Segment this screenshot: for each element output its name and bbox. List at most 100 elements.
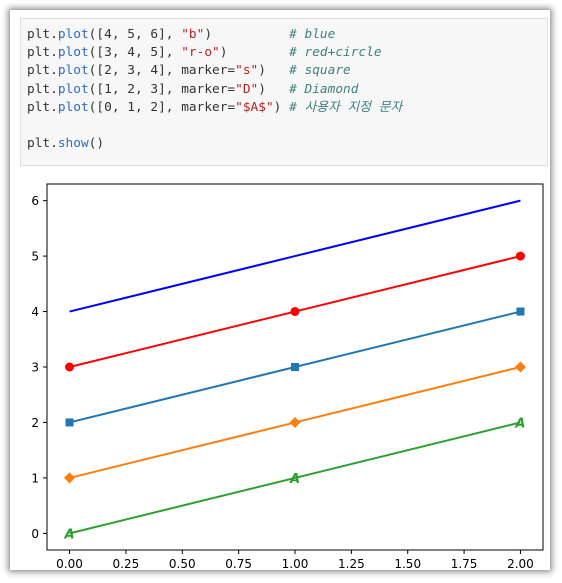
code-token: 4 [150, 63, 159, 79]
y-tick-label: 5 [31, 250, 39, 264]
y-tick-label: 3 [31, 361, 39, 375]
series-line [69, 421, 521, 535]
code-token: plt [27, 81, 51, 97]
code-token: 3 [127, 63, 135, 79]
code-token: 0 [104, 99, 112, 115]
code-token: ) [204, 27, 290, 42]
code-line [27, 117, 402, 135]
code-token: , [134, 27, 151, 42]
letter-a-marker: A [64, 527, 75, 542]
letter-a-marker: A [514, 416, 525, 431]
diamond-marker [64, 472, 76, 484]
x-tick-label: 1.25 [338, 557, 365, 570]
code-token: , [111, 27, 128, 42]
code-token: plot [57, 63, 89, 79]
code-token: 1 [127, 99, 135, 115]
code-token: . [50, 136, 58, 152]
code-line: plt.show() [27, 135, 402, 153]
code-token: plt [27, 27, 51, 42]
notebook-window: plt.plot([4, 5, 6], "b") # blue plt.plot(… [10, 10, 550, 571]
series-line [69, 199, 521, 313]
code-token: ([ [88, 81, 105, 97]
code-token: ) [258, 63, 290, 79]
code-token: plt [27, 45, 51, 61]
code-token: , [111, 45, 128, 61]
code-line: plt.plot([0, 1, 2], marker="$A$") # 사용자 … [27, 99, 402, 117]
diamond-marker [514, 361, 526, 373]
x-tick-label: 0.25 [113, 557, 140, 570]
code-token: plt [27, 63, 51, 79]
code-token: ) [258, 81, 290, 97]
square-marker [516, 307, 525, 316]
code-token: , [134, 99, 151, 115]
code-token: ], marker= [158, 99, 236, 115]
code-token: ([ [88, 99, 105, 115]
code-token: ([ [88, 27, 105, 42]
code-token: plt [27, 136, 51, 152]
code-editor[interactable]: plt.plot([4, 5, 6], "b") # blue plt.plot(… [27, 26, 402, 153]
code-token: "D" [235, 81, 259, 97]
y-tick-label: 0 [31, 527, 39, 541]
code-line: plt.plot([4, 5, 6], "b") # blue [27, 26, 402, 44]
code-token: "b" [181, 27, 205, 42]
code-token: () [88, 136, 105, 152]
code-token: , [111, 63, 128, 79]
circle-marker [290, 307, 300, 317]
square-marker [65, 418, 74, 427]
x-tick-label: 1.00 [282, 557, 309, 570]
code-token: "$A$" [235, 99, 274, 115]
x-tick-label: 2.00 [507, 557, 534, 570]
code-token: , [134, 81, 151, 97]
code-token: 3 [104, 45, 112, 61]
code-token: . [50, 99, 58, 115]
code-token: ([ [88, 45, 105, 61]
code-token: 4 [127, 45, 135, 61]
plot-output: 0.00 0.25 0.50 0.75 1.00 1.25 1.50 1.75 2.00 0 1 2 3… [10, 170, 550, 571]
code-token: , [111, 99, 128, 115]
code-token: show [57, 136, 89, 152]
code-token: 2 [150, 99, 159, 115]
code-token: # blue [289, 27, 336, 42]
code-token: plot [57, 99, 89, 115]
code-token: 1 [104, 81, 112, 97]
code-token: , [134, 45, 151, 61]
code-token: # square [289, 63, 351, 79]
code-token: ], marker= [158, 81, 236, 97]
code-cell[interactable]: plt.plot([4, 5, 6], "b") # blue plt.plot(… [20, 18, 548, 166]
code-token: 6 [150, 27, 159, 42]
circle-marker [65, 362, 75, 372]
code-token: 2 [104, 63, 112, 79]
code-token: ([ [88, 63, 105, 79]
code-token: # Diamond [289, 81, 359, 97]
letter-a-marker: A [289, 472, 300, 487]
code-token: # red+circle [289, 45, 382, 61]
line-chart: 0.00 0.25 0.50 0.75 1.00 1.25 1.50 1.75 2.00 0 1 2 3… [31, 183, 544, 571]
code-token: ], marker= [158, 63, 236, 79]
x-tick-label: 1.75 [451, 557, 478, 570]
y-tick-label: 4 [31, 305, 39, 319]
diamond-marker [289, 416, 301, 428]
y-tick-label: 2 [31, 416, 39, 430]
code-token: ) [273, 99, 290, 115]
code-line: plt.plot([2, 3, 4], marker="s") # square [27, 62, 402, 80]
code-token: , [111, 81, 128, 97]
code-line: plt.plot([3, 4, 5], "r-o") # red+circle [27, 44, 402, 62]
code-token: . [50, 45, 58, 61]
code-token: , [134, 63, 151, 79]
code-token: ) [219, 45, 290, 61]
code-token: 2 [127, 81, 135, 97]
y-tick-label: 1 [31, 471, 39, 485]
code-line: plt.plot([1, 2, 3], marker="D") # Diamon… [27, 81, 402, 99]
code-token: ], [158, 45, 182, 61]
code-token: . [50, 81, 58, 97]
code-token: . [50, 63, 58, 79]
code-token: 4 [104, 27, 112, 42]
code-token: 5 [127, 27, 135, 42]
code-token: 3 [150, 81, 159, 97]
code-token: # 사용자 지정 문자 [289, 99, 403, 115]
x-tick-label: 0.75 [225, 557, 252, 570]
code-token: ], [158, 27, 182, 42]
x-tick-label: 0.00 [56, 557, 83, 570]
code-token: plt [27, 99, 51, 115]
code-token: "s" [235, 63, 259, 79]
